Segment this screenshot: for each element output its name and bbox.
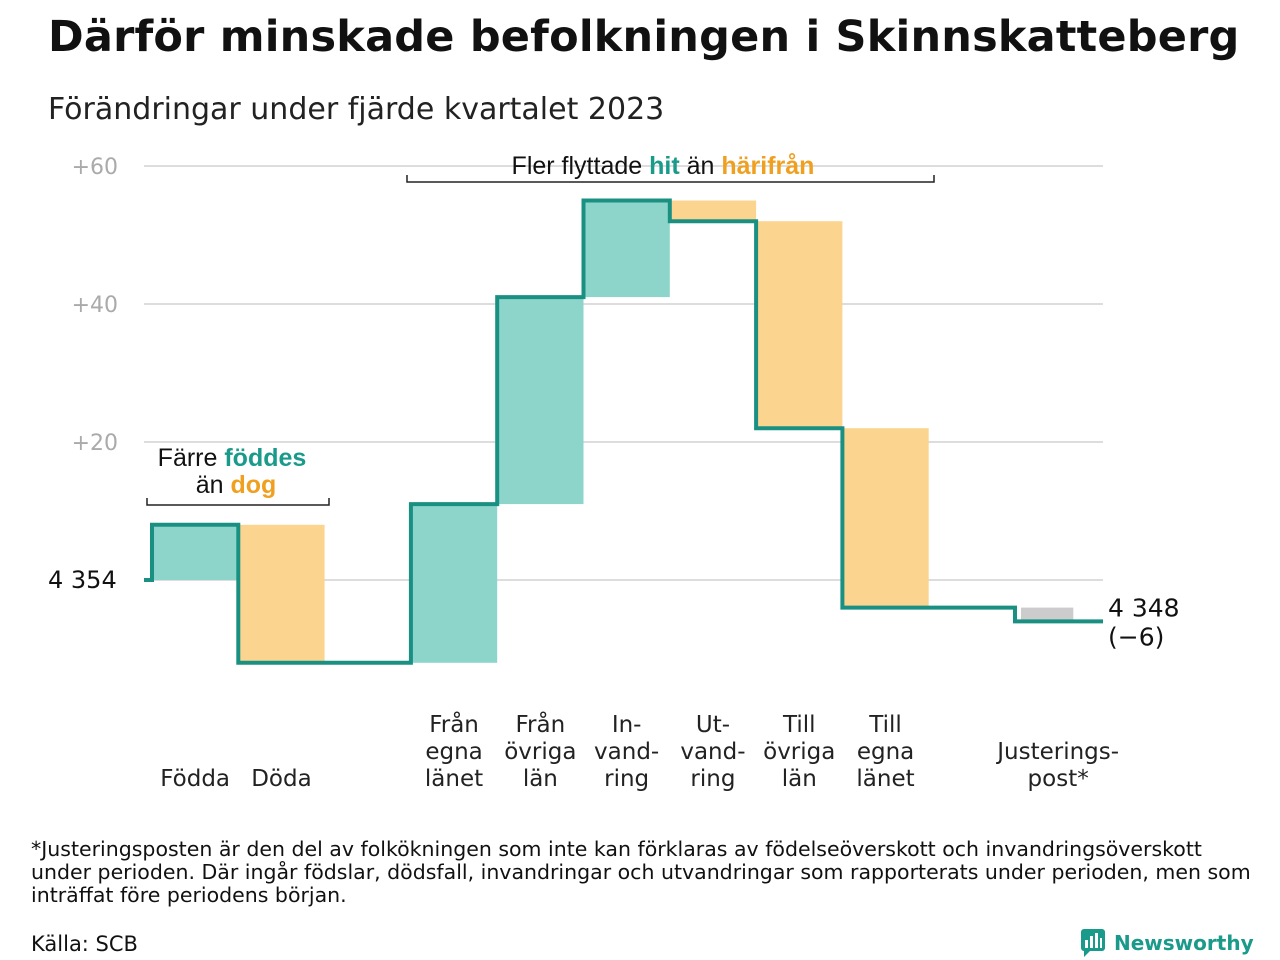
category-label: Från — [429, 710, 479, 738]
brand-logo: Newsworthy — [1080, 928, 1254, 958]
newsworthy-logo-icon — [1081, 929, 1105, 957]
highlight-harifran: härifrån — [721, 152, 814, 180]
waterfall-bar — [152, 524, 239, 580]
category-label: egna — [857, 739, 914, 765]
waterfall-bar — [669, 200, 757, 222]
category-label: länet — [425, 766, 483, 792]
end-change-label: (−6) — [1108, 622, 1164, 651]
births-annotation-line1: Färre föddes — [158, 444, 307, 472]
category-labels: Födda DödaFrånegnalänetFrånövrigalänIn-va… — [160, 710, 1119, 792]
category-label: In- — [612, 712, 642, 738]
y-tick-label: +40 — [72, 293, 118, 318]
cumulative-step-line — [144, 198, 1103, 665]
chart-subtitle: Förändringar under fjärde kvartalet 2023 — [48, 92, 665, 127]
waterfall-bar — [497, 297, 584, 505]
highlight-born: föddes — [224, 444, 306, 472]
chart-title: Därför minskade befolkningen i Skinnskat… — [48, 12, 1240, 62]
category-label: övriga — [504, 739, 576, 765]
end-value-label: 4 348 — [1108, 593, 1180, 622]
category-label: län — [782, 766, 817, 792]
y-tick-label: +60 — [72, 155, 118, 180]
waterfall-bar — [410, 504, 498, 663]
category-label: post* — [1028, 766, 1089, 792]
highlight-hit: hit — [649, 152, 680, 180]
waterfall-bar — [583, 200, 670, 298]
category-label: egna — [425, 739, 482, 765]
annotation-text: än — [196, 471, 231, 499]
annotation-text: än — [680, 152, 722, 180]
category-label: länet — [856, 766, 914, 792]
annotation-text: Fler flyttade — [512, 152, 650, 180]
source-label: Källa: SCB — [31, 932, 138, 956]
y-tick-label: +20 — [72, 431, 118, 456]
highlight-died: dog — [230, 471, 276, 499]
category-label: Till — [868, 712, 902, 738]
births-annotation-line2: än dog — [196, 471, 277, 499]
annotation-text: Färre — [158, 444, 225, 472]
category-label: Justerings- — [995, 739, 1119, 765]
category-label: Födda — [160, 766, 230, 792]
category-label: vand- — [680, 739, 745, 765]
category-label: Döda — [251, 766, 311, 792]
waterfall-bar — [756, 221, 843, 429]
waterfall-bar — [238, 524, 325, 663]
category-label: ring — [604, 766, 649, 792]
category-label: Ut- — [696, 712, 730, 738]
category-label: övriga — [763, 739, 835, 765]
start-value-label: 4 354 — [48, 566, 117, 594]
category-label: ring — [690, 766, 735, 792]
births-bracket — [146, 498, 330, 506]
migration-annotation: Fler flyttade hit än härifrån — [512, 152, 815, 180]
bars — [144, 198, 1103, 665]
category-label: län — [523, 766, 558, 792]
category-label: Från — [516, 710, 566, 738]
category-label: vand- — [594, 739, 659, 765]
waterfall-bar — [1021, 607, 1074, 622]
category-label: Till — [782, 712, 816, 738]
migration-bracket — [406, 175, 935, 183]
waterfall-bar — [842, 428, 929, 608]
footnote: *Justeringsposten är den del av folkökni… — [31, 837, 1251, 907]
brand-name: Newsworthy — [1114, 931, 1254, 955]
